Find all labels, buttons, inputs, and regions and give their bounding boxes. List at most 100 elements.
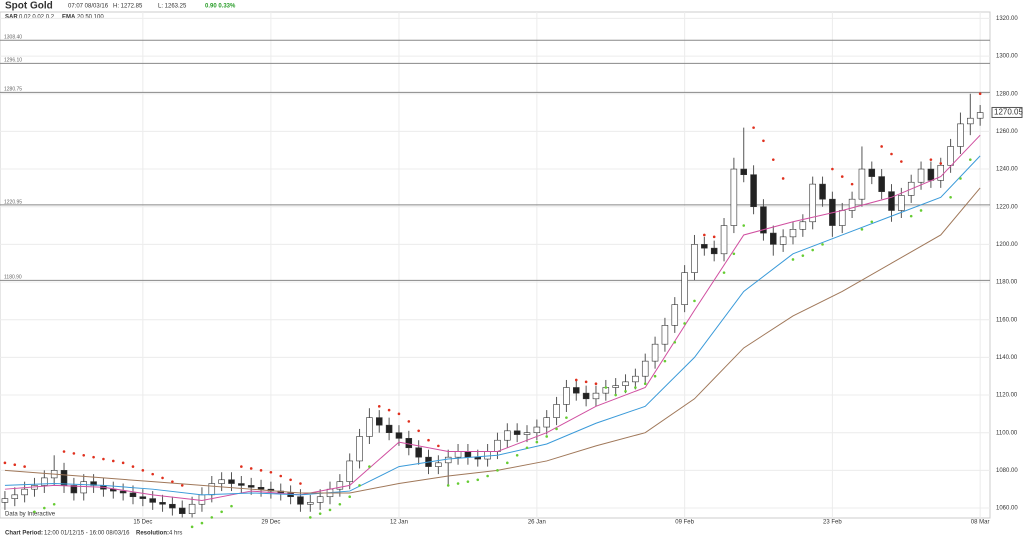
y-tick-label: 1220.00	[996, 204, 1018, 210]
candle-body	[651, 343, 659, 362]
sar-dot	[781, 177, 785, 180]
ema-params: 20 50 100	[77, 15, 104, 21]
x-tick-label: 29 Dec	[261, 520, 280, 526]
level-label: 1308.40	[4, 35, 22, 41]
sar-dot	[299, 482, 302, 485]
sar-dot	[643, 382, 647, 386]
sar-dot	[929, 158, 933, 161]
candle-body	[356, 436, 363, 462]
price-tag-label: 1270.05	[994, 108, 1023, 117]
time: 07:07 08/03/16	[68, 4, 109, 10]
candle-body	[868, 168, 876, 177]
candle-body	[848, 198, 856, 211]
candle-body	[139, 496, 147, 499]
candle-body	[188, 503, 196, 514]
ema-label: EMA	[62, 15, 76, 21]
title: Spot Gold	[5, 1, 53, 12]
credit: Data by Interactive	[5, 512, 56, 518]
sar-dot	[880, 145, 883, 148]
candle-body	[385, 424, 393, 433]
candle-body	[415, 447, 422, 458]
sar-dot	[673, 341, 677, 344]
ema-line	[4, 155, 981, 496]
sar-dot	[92, 455, 95, 459]
sar-dot	[43, 506, 46, 510]
candle-body	[454, 451, 462, 458]
candle-body	[878, 176, 885, 192]
sar-dot	[771, 158, 775, 161]
sar-dot	[171, 480, 174, 483]
candle-body	[444, 456, 452, 464]
sar-dot	[634, 386, 637, 389]
candle-body	[316, 496, 324, 503]
resolution-label: Resolution:	[136, 531, 169, 537]
sar-dot	[387, 408, 391, 412]
sar-dot	[762, 139, 765, 143]
sar-dot	[23, 465, 26, 468]
candle-body	[257, 487, 265, 490]
ema-line	[4, 134, 981, 501]
candle-body	[129, 492, 137, 498]
candle-body	[484, 451, 491, 460]
candle-body	[60, 470, 68, 486]
candle-body	[937, 164, 945, 181]
sar-dot	[890, 152, 893, 156]
sar-dot	[318, 512, 322, 515]
candle-body	[917, 168, 925, 183]
candle-body	[740, 168, 747, 176]
candle-body	[307, 502, 314, 505]
x-tick-label: 23 Feb	[823, 520, 842, 526]
sar-dot	[801, 254, 805, 257]
sar-dot	[259, 469, 263, 472]
candle-body	[169, 503, 176, 509]
sar-dot	[417, 429, 420, 433]
sar-dot	[506, 461, 509, 465]
sar-dot	[240, 465, 243, 468]
candle-body	[760, 206, 767, 234]
sar-dot	[900, 160, 903, 163]
sar-dot	[289, 478, 292, 482]
price-tag	[991, 106, 1023, 118]
x-tick-label: 08 Mar	[971, 520, 990, 526]
sar-dot	[594, 382, 598, 386]
candle-body	[681, 272, 688, 305]
candle-body	[779, 236, 787, 245]
sar-dot	[968, 158, 972, 161]
y-tick-label: 1280.00	[996, 91, 1018, 97]
high: H: 1272.85	[113, 4, 143, 10]
candle-body	[494, 439, 501, 452]
candle-body	[523, 432, 531, 435]
sar-dot	[752, 126, 755, 129]
y-tick-label: 1160.00	[996, 317, 1018, 323]
sar-dot	[919, 209, 923, 212]
candle-body	[336, 481, 344, 490]
sar-dot	[476, 478, 480, 482]
level-label: 1296.10	[4, 58, 22, 64]
sar-dot	[308, 516, 312, 519]
candle-body	[927, 168, 935, 181]
sar-dot	[496, 469, 499, 472]
sar-dot	[939, 162, 943, 165]
sar-dot	[111, 459, 115, 463]
sar-dot	[831, 167, 834, 171]
sar-label: SAR	[5, 15, 18, 21]
candle-body	[513, 430, 521, 435]
sar-dot	[407, 420, 411, 423]
sar-dot	[821, 243, 824, 246]
candle-body	[149, 498, 156, 503]
sar-dot	[545, 435, 549, 438]
candle-body	[898, 195, 905, 211]
sar-dot	[712, 235, 716, 239]
y-tick-label: 1320.00	[996, 16, 1018, 22]
sar-dot	[653, 374, 657, 378]
y-tick-label: 1080.00	[996, 468, 1018, 474]
candle-body	[218, 479, 225, 484]
candle-body	[947, 146, 954, 166]
candle-body	[612, 385, 619, 388]
candle-body	[730, 168, 738, 226]
y-tick-label: 1180.00	[996, 280, 1018, 286]
candle-body	[563, 387, 570, 405]
sar-dot	[614, 393, 617, 397]
candle-body	[80, 481, 87, 494]
